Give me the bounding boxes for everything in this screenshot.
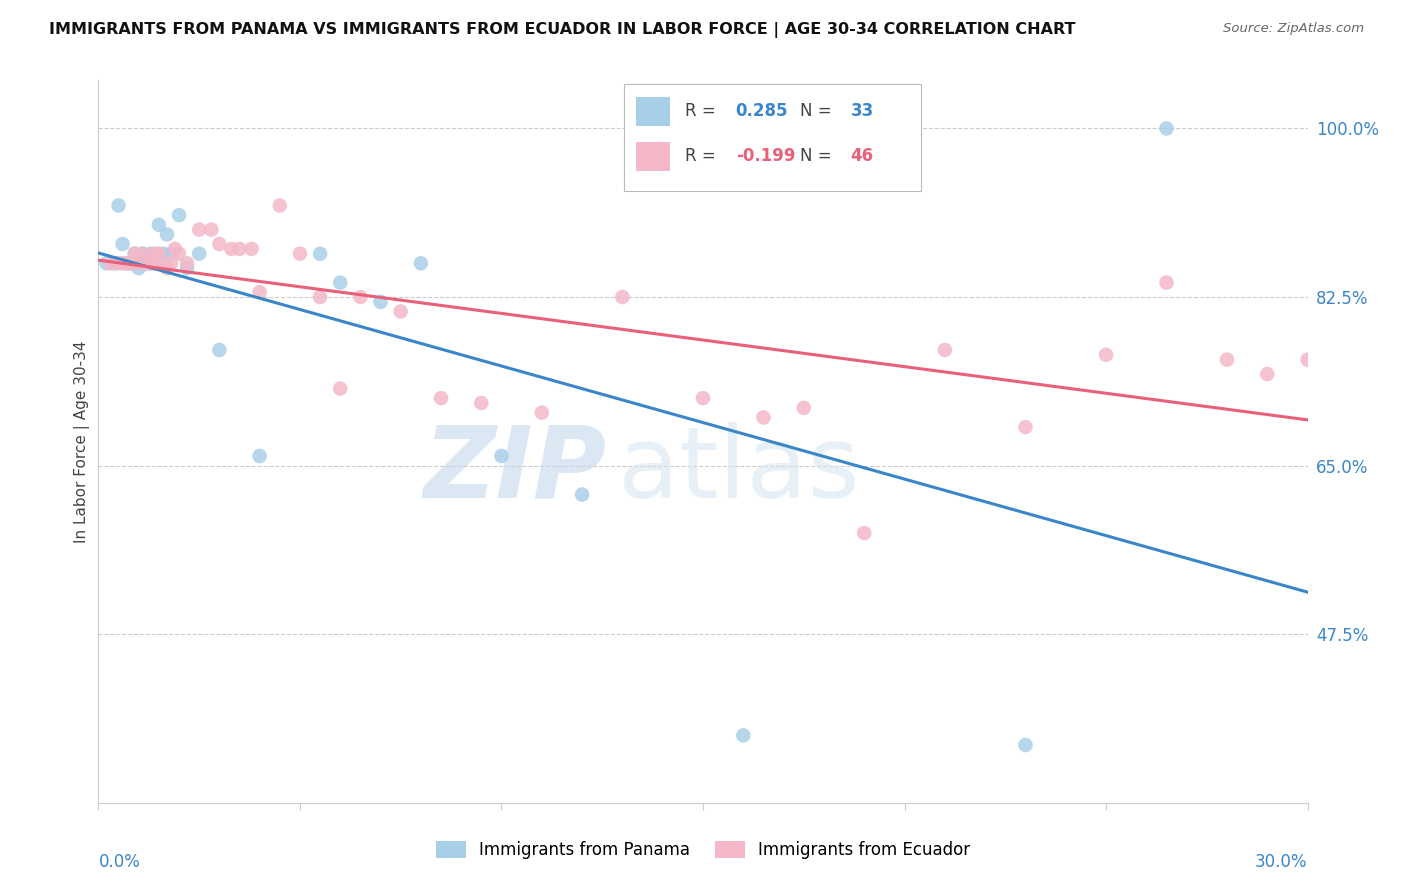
Point: [96, 256, 118, 270]
Point: [120, 256, 142, 270]
Text: 33: 33: [851, 103, 873, 120]
Point: [349, 290, 371, 304]
Point: [1256, 367, 1278, 381]
Point: [1296, 352, 1319, 367]
Point: [115, 256, 138, 270]
Point: [132, 256, 155, 270]
Text: N =: N =: [800, 103, 837, 120]
Y-axis label: In Labor Force | Age 30-34: In Labor Force | Age 30-34: [75, 340, 90, 543]
Point: [176, 256, 198, 270]
Point: [491, 449, 513, 463]
Text: -0.199: -0.199: [735, 147, 796, 165]
Point: [1014, 738, 1036, 752]
Point: [128, 256, 150, 270]
Point: [1014, 420, 1036, 434]
Text: ZIP: ZIP: [423, 422, 606, 519]
Point: [208, 237, 231, 252]
FancyBboxPatch shape: [637, 142, 671, 170]
Text: 46: 46: [851, 147, 873, 165]
Point: [733, 728, 755, 742]
Point: [934, 343, 956, 357]
Point: [1095, 348, 1118, 362]
Point: [221, 242, 243, 256]
Point: [288, 246, 311, 260]
Point: [111, 237, 134, 252]
Point: [135, 256, 157, 270]
Text: IMMIGRANTS FROM PANAMA VS IMMIGRANTS FROM ECUADOR IN LABOR FORCE | AGE 30-34 COR: IMMIGRANTS FROM PANAMA VS IMMIGRANTS FRO…: [49, 22, 1076, 38]
Point: [269, 198, 291, 212]
Point: [612, 290, 634, 304]
Text: R =: R =: [685, 147, 721, 165]
Point: [148, 218, 170, 232]
FancyBboxPatch shape: [624, 84, 921, 191]
Point: [1156, 276, 1178, 290]
Point: [139, 256, 162, 270]
Point: [124, 246, 146, 260]
Point: [409, 256, 432, 270]
Point: [103, 256, 125, 270]
Text: atlas: atlas: [619, 422, 860, 519]
Point: [111, 256, 134, 270]
Point: [120, 256, 142, 270]
Point: [139, 256, 162, 270]
Point: [176, 261, 198, 276]
Point: [329, 276, 352, 290]
Point: [692, 391, 714, 405]
Point: [752, 410, 775, 425]
Point: [167, 246, 190, 260]
Point: [249, 449, 271, 463]
Point: [188, 222, 211, 236]
Point: [188, 246, 211, 260]
Point: [1216, 352, 1239, 367]
Point: [309, 290, 332, 304]
Point: [100, 256, 122, 270]
Point: [470, 396, 492, 410]
Point: [571, 487, 593, 501]
Point: [152, 246, 174, 260]
Point: [329, 382, 352, 396]
Point: [1156, 121, 1178, 136]
Point: [139, 246, 162, 260]
Point: [128, 261, 150, 276]
Point: [128, 256, 150, 270]
Point: [240, 242, 263, 256]
Point: [124, 246, 146, 260]
Point: [163, 242, 186, 256]
Point: [156, 227, 179, 242]
Point: [143, 256, 166, 270]
Point: [152, 256, 174, 270]
Text: Source: ZipAtlas.com: Source: ZipAtlas.com: [1223, 22, 1364, 36]
Point: [228, 242, 250, 256]
Point: [309, 246, 332, 260]
Text: 30.0%: 30.0%: [1256, 854, 1308, 871]
Point: [389, 304, 412, 318]
Point: [793, 401, 815, 415]
Point: [370, 294, 392, 309]
Point: [853, 526, 876, 541]
Point: [107, 256, 129, 270]
Point: [200, 222, 222, 236]
Point: [132, 246, 155, 260]
Text: R =: R =: [685, 103, 721, 120]
Point: [160, 256, 183, 270]
Text: 0.285: 0.285: [735, 103, 789, 120]
Text: N =: N =: [800, 147, 837, 165]
Point: [249, 285, 271, 300]
Point: [167, 208, 190, 222]
Point: [135, 256, 157, 270]
Point: [430, 391, 453, 405]
Point: [156, 261, 179, 276]
Point: [208, 343, 231, 357]
Point: [148, 246, 170, 260]
Point: [530, 406, 553, 420]
Text: 0.0%: 0.0%: [98, 854, 141, 871]
FancyBboxPatch shape: [637, 97, 671, 126]
Point: [107, 198, 129, 212]
Point: [160, 246, 183, 260]
Point: [115, 256, 138, 270]
Point: [132, 246, 155, 260]
Legend: Immigrants from Panama, Immigrants from Ecuador: Immigrants from Panama, Immigrants from …: [427, 833, 979, 868]
Point: [143, 246, 166, 260]
